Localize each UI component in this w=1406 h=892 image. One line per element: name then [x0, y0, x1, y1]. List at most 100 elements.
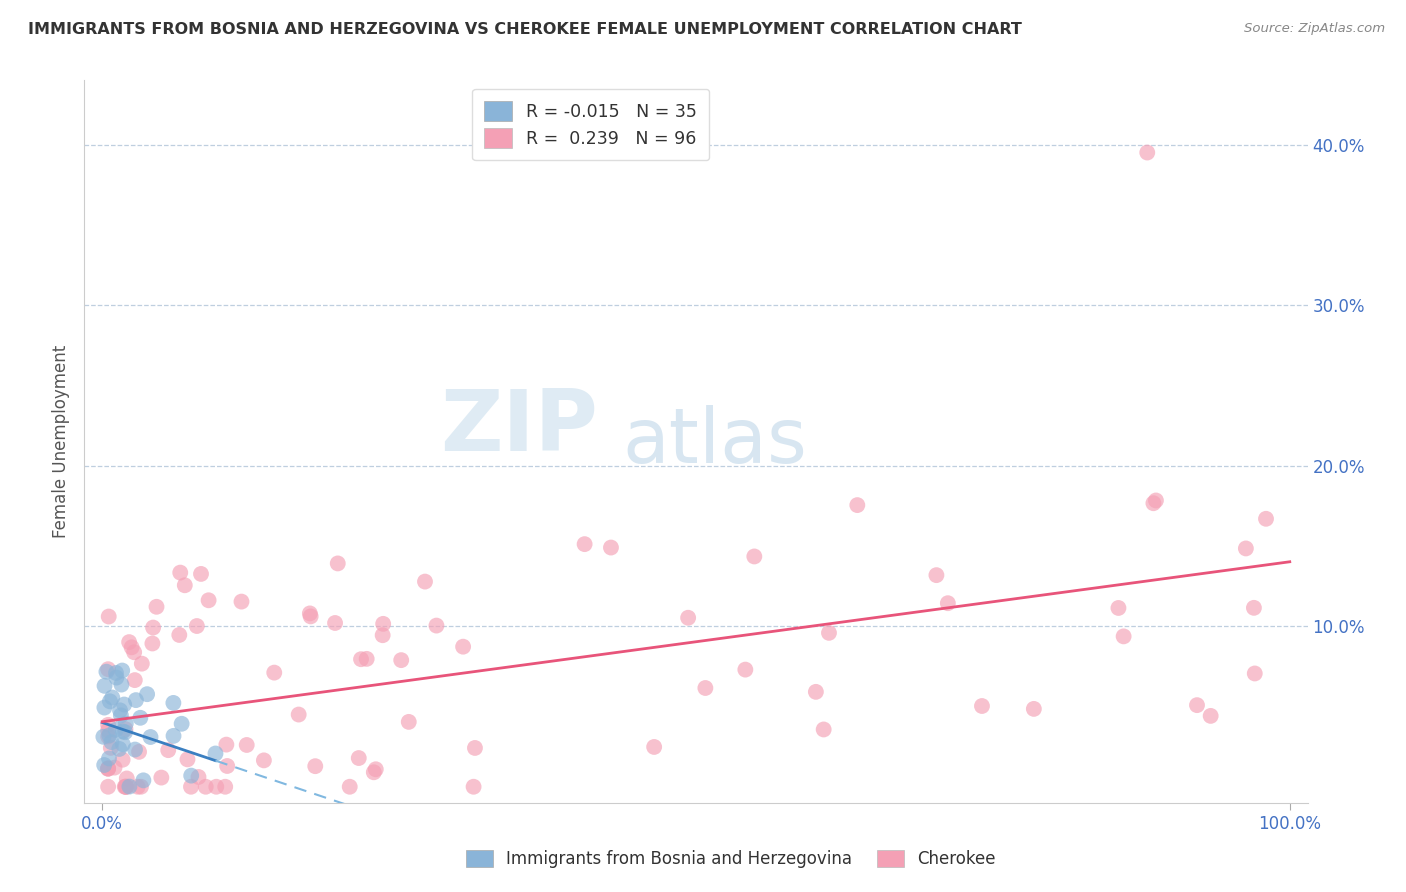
Point: [98, 694, 121, 708]
Point: [101, 690, 124, 705]
Point: [304, 759, 326, 773]
Point: [176, 752, 198, 766]
Point: [451, 640, 474, 654]
Point: [100, 735, 122, 749]
Point: [93, 679, 115, 693]
Point: [413, 574, 436, 589]
Point: [1243, 666, 1265, 681]
Point: [676, 611, 699, 625]
Point: [110, 708, 132, 723]
Point: [299, 609, 322, 624]
Point: [115, 780, 138, 794]
Point: [463, 780, 485, 794]
Point: [373, 616, 395, 631]
Point: [96, 665, 118, 679]
Point: [1112, 629, 1135, 643]
Point: [150, 771, 173, 785]
Point: [205, 780, 228, 794]
Point: [93, 758, 115, 772]
Point: [139, 730, 162, 744]
Point: [425, 618, 447, 632]
Point: [122, 645, 145, 659]
Point: [162, 729, 184, 743]
Point: [118, 780, 141, 794]
Point: [1136, 145, 1159, 160]
Point: [1199, 709, 1222, 723]
Point: [141, 636, 163, 650]
Point: [1243, 600, 1265, 615]
Point: [298, 607, 321, 621]
Text: Source: ZipAtlas.com: Source: ZipAtlas.com: [1244, 22, 1385, 36]
Point: [186, 619, 208, 633]
Point: [363, 765, 385, 780]
Point: [98, 751, 121, 765]
Point: [339, 780, 361, 794]
Point: [108, 742, 131, 756]
Point: [114, 716, 136, 731]
Point: [97, 730, 120, 744]
Point: [93, 700, 115, 714]
Point: [804, 685, 827, 699]
Point: [115, 772, 138, 786]
Point: [194, 780, 217, 794]
Point: [818, 625, 841, 640]
Point: [643, 739, 665, 754]
Point: [173, 578, 195, 592]
Point: [136, 687, 159, 701]
Point: [97, 762, 120, 776]
Point: [100, 740, 122, 755]
Point: [129, 780, 152, 794]
Point: [813, 723, 835, 737]
Point: [112, 698, 135, 712]
Point: [111, 753, 134, 767]
Point: [204, 747, 226, 761]
Point: [1107, 601, 1129, 615]
Point: [145, 599, 167, 614]
Point: [323, 615, 346, 630]
Point: [128, 745, 150, 759]
Point: [253, 753, 276, 767]
Point: [114, 725, 136, 739]
Point: [162, 696, 184, 710]
Point: [398, 714, 420, 729]
Point: [97, 762, 120, 776]
Point: [1144, 493, 1167, 508]
Point: [105, 671, 128, 685]
Point: [132, 773, 155, 788]
Point: [1234, 541, 1257, 556]
Point: [104, 723, 127, 737]
Point: [111, 737, 134, 751]
Point: [170, 716, 193, 731]
Point: [574, 537, 596, 551]
Point: [111, 664, 134, 678]
Point: [190, 566, 212, 581]
Point: [464, 741, 486, 756]
Point: [97, 662, 120, 676]
Point: [356, 652, 378, 666]
Point: [350, 652, 373, 666]
Point: [231, 594, 253, 608]
Point: [263, 665, 285, 680]
Point: [695, 681, 717, 695]
Point: [97, 718, 120, 732]
Legend: R = -0.015   N = 35, R =  0.239   N = 96: R = -0.015 N = 35, R = 0.239 N = 96: [472, 89, 709, 161]
Point: [180, 780, 202, 794]
Point: [936, 596, 959, 610]
Point: [114, 780, 136, 794]
Point: [169, 628, 191, 642]
Point: [98, 728, 121, 742]
Point: [180, 769, 202, 783]
Point: [121, 640, 143, 655]
Point: [142, 621, 165, 635]
Point: [125, 693, 148, 707]
Point: [97, 761, 120, 775]
Point: [389, 653, 412, 667]
Point: [97, 723, 120, 738]
Point: [169, 566, 191, 580]
Point: [1022, 702, 1045, 716]
Point: [197, 593, 219, 607]
Point: [1185, 698, 1208, 713]
Point: [744, 549, 766, 564]
Point: [1142, 496, 1164, 510]
Legend: Immigrants from Bosnia and Herzegovina, Cherokee: Immigrants from Bosnia and Herzegovina, …: [460, 843, 1002, 875]
